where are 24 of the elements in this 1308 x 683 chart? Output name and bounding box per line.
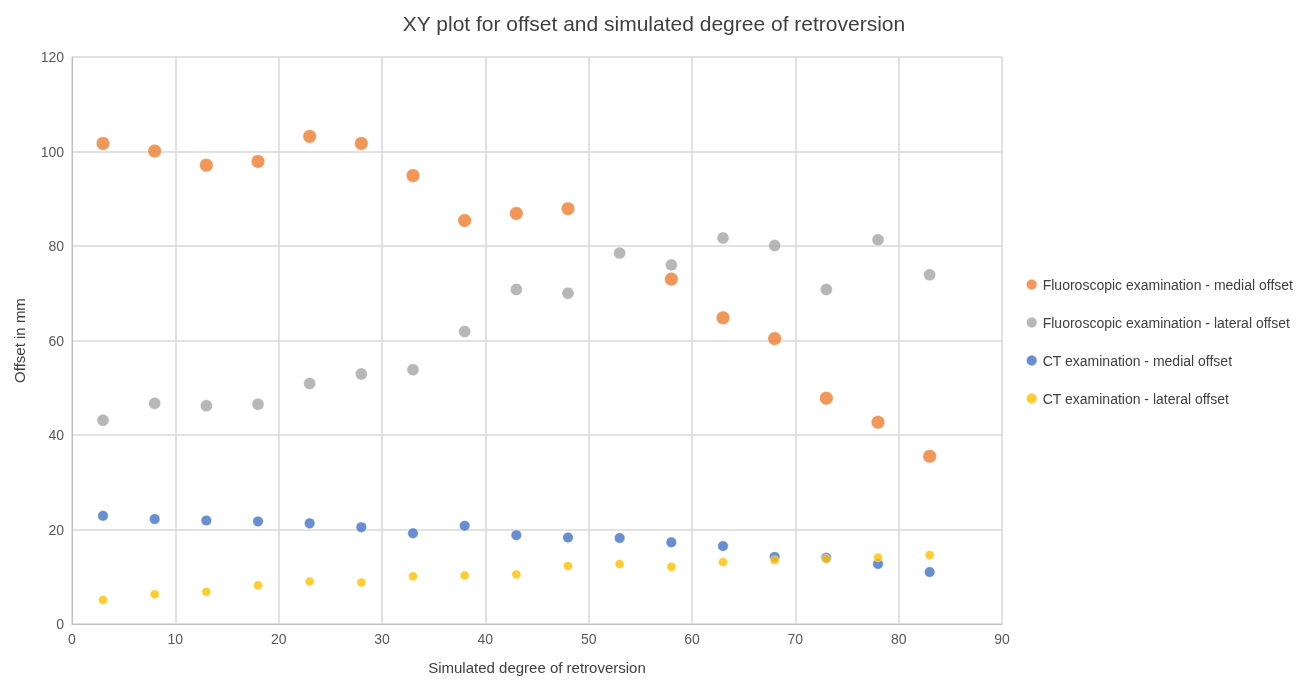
y-tick-label: 100 <box>40 143 65 160</box>
y-tick-label: 40 <box>48 427 65 443</box>
y-tick-label: 120 <box>40 49 65 65</box>
x-axis-title: Simulated degree of retroversion <box>428 659 646 676</box>
x-tick-label: 0 <box>68 631 77 647</box>
legend-label: Fluoroscopic examination - lateral offset <box>1042 314 1290 331</box>
legend-label: CT examination - lateral offset <box>1042 390 1230 407</box>
x-tick-label: 90 <box>994 631 1010 647</box>
y-tick-label: 20 <box>48 521 65 538</box>
chart-title: XY plot for offset and simulated degree of retroversion <box>402 12 906 35</box>
x-tick-label: 20 <box>270 631 287 647</box>
legend-label: Fluoroscopic examination - medial offset <box>1042 276 1294 293</box>
x-tick-label: 60 <box>684 631 700 647</box>
x-tick-label: 50 <box>580 631 597 647</box>
y-tick-label: 80 <box>48 238 65 254</box>
y-tick-label: 0 <box>56 616 65 632</box>
x-tick-label: 70 <box>787 631 804 647</box>
x-tick-label: 40 <box>477 631 494 647</box>
x-tick-label: 80 <box>890 631 907 647</box>
x-tick-label: 10 <box>167 631 184 647</box>
y-tick-label: 60 <box>48 332 65 349</box>
x-tick-label: 30 <box>374 631 390 647</box>
y-axis-title: Offset in mm <box>11 298 28 383</box>
legend-label: CT examination - medial offset <box>1042 352 1233 369</box>
